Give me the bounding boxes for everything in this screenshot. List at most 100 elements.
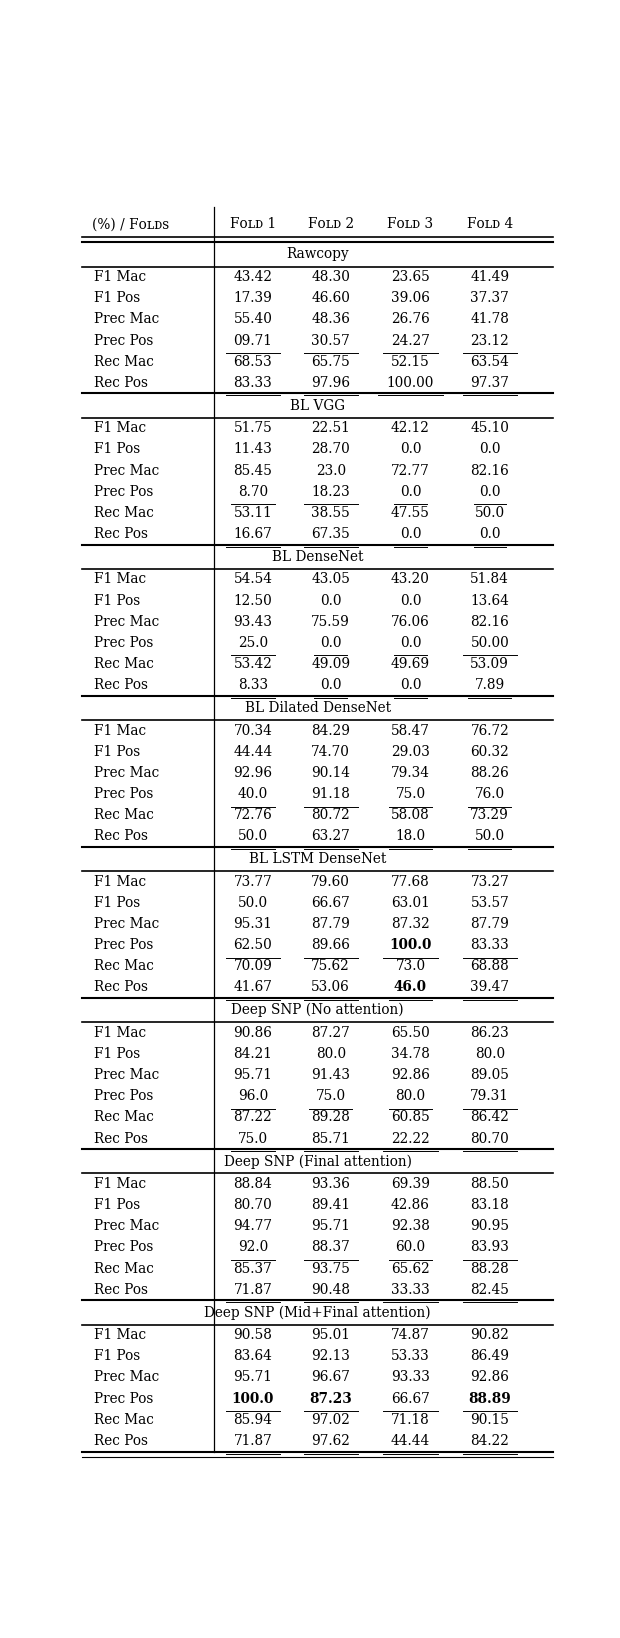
Text: Rec Mac: Rec Mac xyxy=(94,1261,154,1276)
Text: Fᴏʟᴅ 2: Fᴏʟᴅ 2 xyxy=(308,218,354,231)
Text: Prec Pos: Prec Pos xyxy=(94,1392,154,1405)
Text: 76.72: 76.72 xyxy=(471,724,509,737)
Text: 87.32: 87.32 xyxy=(391,917,430,930)
Text: 50.0: 50.0 xyxy=(475,829,505,844)
Text: 95.71: 95.71 xyxy=(311,1219,350,1233)
Text: 90.86: 90.86 xyxy=(234,1025,272,1040)
Text: 53.57: 53.57 xyxy=(471,896,509,909)
Text: F1 Mac: F1 Mac xyxy=(94,724,146,737)
Text: 83.33: 83.33 xyxy=(471,939,509,952)
Text: 80.0: 80.0 xyxy=(475,1047,505,1061)
Text: 83.64: 83.64 xyxy=(234,1350,272,1363)
Text: 90.48: 90.48 xyxy=(311,1283,350,1297)
Text: 72.77: 72.77 xyxy=(391,464,430,478)
Text: Rec Mac: Rec Mac xyxy=(94,808,154,822)
Text: 97.02: 97.02 xyxy=(311,1414,350,1427)
Text: Prec Pos: Prec Pos xyxy=(94,1240,154,1255)
Text: 23.0: 23.0 xyxy=(316,464,346,478)
Text: 85.45: 85.45 xyxy=(234,464,272,478)
Text: 82.45: 82.45 xyxy=(471,1283,509,1297)
Text: 93.33: 93.33 xyxy=(391,1371,430,1384)
Text: 49.69: 49.69 xyxy=(391,657,430,672)
Text: 88.84: 88.84 xyxy=(234,1178,272,1191)
Text: Rec Mac: Rec Mac xyxy=(94,355,154,369)
Text: Deep SNP (No attention): Deep SNP (No attention) xyxy=(231,1002,404,1017)
Text: 94.77: 94.77 xyxy=(233,1219,272,1233)
Text: 44.44: 44.44 xyxy=(233,745,273,758)
Text: 29.03: 29.03 xyxy=(391,745,430,758)
Text: 95.71: 95.71 xyxy=(234,1371,272,1384)
Text: 95.31: 95.31 xyxy=(234,917,272,930)
Text: 93.43: 93.43 xyxy=(233,614,272,629)
Text: Deep SNP (Final attention): Deep SNP (Final attention) xyxy=(224,1155,412,1168)
Text: 80.72: 80.72 xyxy=(311,808,350,822)
Text: 7.89: 7.89 xyxy=(475,678,505,693)
Text: 88.89: 88.89 xyxy=(468,1392,511,1405)
Text: F1 Mac: F1 Mac xyxy=(94,1328,146,1342)
Text: 76.06: 76.06 xyxy=(391,614,430,629)
Text: 75.59: 75.59 xyxy=(311,614,350,629)
Text: 53.42: 53.42 xyxy=(234,657,272,672)
Text: 85.71: 85.71 xyxy=(311,1132,350,1145)
Text: 0.0: 0.0 xyxy=(479,485,500,498)
Text: 65.75: 65.75 xyxy=(311,355,350,369)
Text: Prec Pos: Prec Pos xyxy=(94,636,154,650)
Text: 85.37: 85.37 xyxy=(234,1261,272,1276)
Text: 84.22: 84.22 xyxy=(471,1433,509,1448)
Text: 68.53: 68.53 xyxy=(234,355,272,369)
Text: 80.70: 80.70 xyxy=(234,1197,272,1212)
Text: 46.60: 46.60 xyxy=(311,292,350,305)
Text: BL DenseNet: BL DenseNet xyxy=(272,550,363,563)
Text: 12.50: 12.50 xyxy=(234,593,272,608)
Text: 92.13: 92.13 xyxy=(311,1350,350,1363)
Text: 89.28: 89.28 xyxy=(311,1111,350,1124)
Text: F1 Pos: F1 Pos xyxy=(94,745,141,758)
Text: 88.28: 88.28 xyxy=(471,1261,509,1276)
Text: 91.43: 91.43 xyxy=(311,1068,350,1083)
Text: 75.0: 75.0 xyxy=(238,1132,268,1145)
Text: Prec Pos: Prec Pos xyxy=(94,1089,154,1104)
Text: 0.0: 0.0 xyxy=(400,593,421,608)
Text: 82.16: 82.16 xyxy=(471,614,509,629)
Text: 66.67: 66.67 xyxy=(391,1392,430,1405)
Text: 92.86: 92.86 xyxy=(391,1068,430,1083)
Text: F1 Pos: F1 Pos xyxy=(94,1197,141,1212)
Text: 60.32: 60.32 xyxy=(471,745,509,758)
Text: 38.55: 38.55 xyxy=(311,506,350,519)
Text: 100.0: 100.0 xyxy=(232,1392,274,1405)
Text: 84.21: 84.21 xyxy=(234,1047,272,1061)
Text: Prec Mac: Prec Mac xyxy=(94,767,159,780)
Text: 79.34: 79.34 xyxy=(391,767,430,780)
Text: 26.76: 26.76 xyxy=(391,313,430,326)
Text: 43.20: 43.20 xyxy=(391,572,430,586)
Text: 58.08: 58.08 xyxy=(391,808,430,822)
Text: 95.71: 95.71 xyxy=(234,1068,272,1083)
Text: 58.47: 58.47 xyxy=(391,724,430,737)
Text: 74.70: 74.70 xyxy=(311,745,350,758)
Text: 45.10: 45.10 xyxy=(471,421,509,436)
Text: 71.18: 71.18 xyxy=(391,1414,430,1427)
Text: 100.0: 100.0 xyxy=(389,939,432,952)
Text: 49.09: 49.09 xyxy=(311,657,350,672)
Text: 87.79: 87.79 xyxy=(311,917,350,930)
Text: 41.49: 41.49 xyxy=(470,270,510,283)
Text: BL LSTM DenseNet: BL LSTM DenseNet xyxy=(249,852,386,867)
Text: 70.09: 70.09 xyxy=(234,960,272,973)
Text: 25.0: 25.0 xyxy=(238,636,268,650)
Text: 0.0: 0.0 xyxy=(400,485,421,498)
Text: 28.70: 28.70 xyxy=(311,442,350,457)
Text: 75.62: 75.62 xyxy=(311,960,350,973)
Text: 53.11: 53.11 xyxy=(234,506,272,519)
Text: BL Dilated DenseNet: BL Dilated DenseNet xyxy=(245,701,391,714)
Text: 40.0: 40.0 xyxy=(237,786,268,801)
Text: Deep SNP (Mid+Final attention): Deep SNP (Mid+Final attention) xyxy=(205,1305,431,1320)
Text: 90.58: 90.58 xyxy=(234,1328,272,1342)
Text: Prec Mac: Prec Mac xyxy=(94,313,159,326)
Text: Rec Pos: Rec Pos xyxy=(94,1283,148,1297)
Text: 48.30: 48.30 xyxy=(311,270,350,283)
Text: 69.39: 69.39 xyxy=(391,1178,430,1191)
Text: 51.84: 51.84 xyxy=(471,572,509,586)
Text: 87.79: 87.79 xyxy=(471,917,509,930)
Text: 60.0: 60.0 xyxy=(396,1240,425,1255)
Text: 18.0: 18.0 xyxy=(396,829,425,844)
